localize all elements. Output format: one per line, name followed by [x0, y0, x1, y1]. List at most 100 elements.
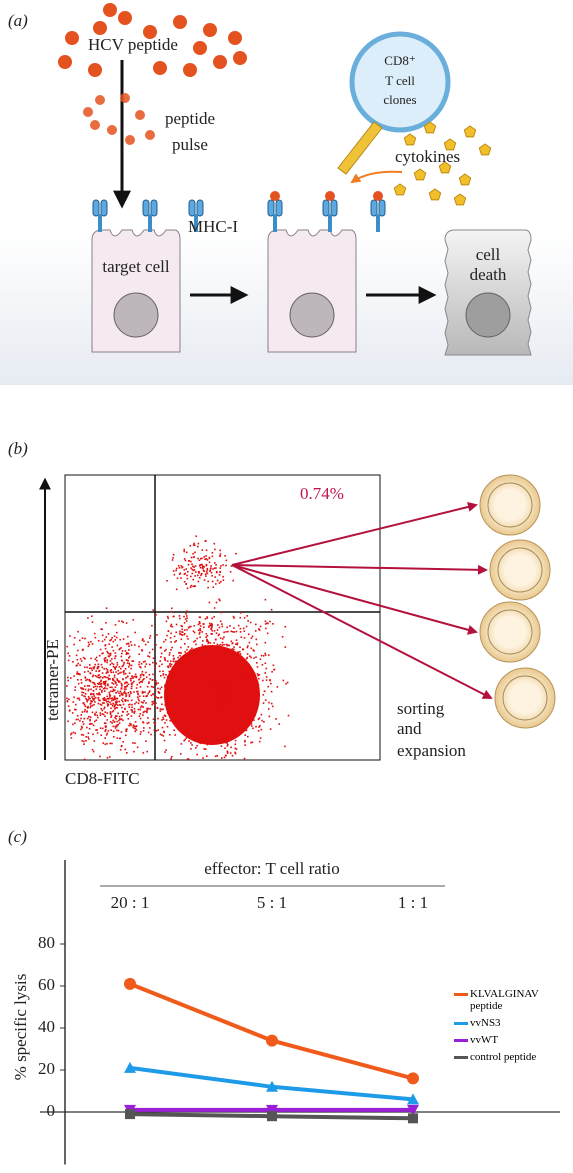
event [106, 703, 109, 705]
event [139, 733, 142, 735]
event [256, 662, 258, 664]
event [208, 625, 211, 627]
event [225, 643, 228, 646]
event [125, 681, 128, 683]
event [171, 625, 174, 628]
event [125, 734, 127, 737]
event [282, 679, 285, 682]
event [105, 676, 107, 679]
event [205, 636, 207, 638]
event [185, 721, 187, 723]
event [133, 712, 136, 714]
event [236, 662, 239, 664]
event [213, 722, 216, 724]
peptide [90, 120, 100, 130]
event [180, 638, 183, 641]
event [233, 700, 235, 702]
event [203, 626, 205, 628]
event [141, 681, 143, 683]
event [205, 701, 208, 704]
event [181, 699, 184, 701]
event [180, 713, 183, 716]
event [180, 743, 183, 745]
event [205, 564, 208, 567]
event [81, 727, 83, 729]
event [262, 679, 264, 682]
event [111, 646, 113, 648]
event [230, 640, 233, 643]
event [191, 677, 194, 679]
event [120, 692, 123, 694]
event [80, 660, 83, 662]
event [95, 729, 97, 731]
event [249, 621, 252, 624]
event [170, 663, 173, 666]
event [75, 718, 78, 721]
event [219, 620, 222, 623]
event [141, 649, 143, 651]
event [142, 706, 144, 708]
peptide [233, 51, 247, 65]
event [128, 706, 131, 708]
event [227, 681, 229, 683]
event [167, 666, 170, 669]
event [232, 579, 234, 582]
event [207, 678, 209, 680]
event [144, 665, 146, 668]
event [104, 644, 107, 646]
event [166, 615, 169, 618]
event [96, 693, 98, 695]
event [82, 648, 84, 651]
event [99, 680, 102, 683]
event [110, 716, 112, 718]
event [265, 679, 268, 681]
event [263, 721, 265, 723]
event [228, 671, 230, 674]
event [218, 644, 220, 647]
event [200, 725, 203, 727]
event [203, 694, 206, 697]
event [101, 691, 103, 693]
event [88, 685, 91, 687]
event [93, 666, 96, 668]
event [187, 758, 190, 760]
event [79, 639, 81, 642]
event [147, 707, 150, 710]
event [225, 695, 228, 698]
sort-arrow [231, 564, 493, 699]
event [206, 616, 208, 618]
event [121, 650, 124, 652]
event [114, 655, 117, 657]
event [101, 666, 104, 669]
event [198, 726, 200, 728]
event [107, 704, 109, 706]
event [194, 684, 197, 687]
event [113, 635, 116, 637]
event [133, 708, 136, 710]
event [237, 702, 240, 704]
event [201, 631, 203, 633]
event [216, 731, 219, 734]
event [245, 670, 248, 672]
event [214, 686, 217, 689]
event [170, 632, 172, 635]
event [117, 712, 119, 715]
event [176, 709, 179, 712]
event [115, 715, 117, 717]
event [179, 717, 181, 720]
event [223, 756, 226, 759]
event [219, 599, 221, 602]
event [139, 708, 141, 711]
event [245, 729, 248, 732]
event [246, 615, 248, 617]
event [193, 675, 196, 677]
event [236, 676, 239, 678]
event [80, 725, 83, 728]
event [101, 689, 103, 692]
event [100, 679, 103, 682]
event [269, 620, 271, 623]
event [174, 673, 177, 676]
event [118, 620, 120, 622]
event [132, 724, 135, 726]
event [207, 681, 209, 684]
